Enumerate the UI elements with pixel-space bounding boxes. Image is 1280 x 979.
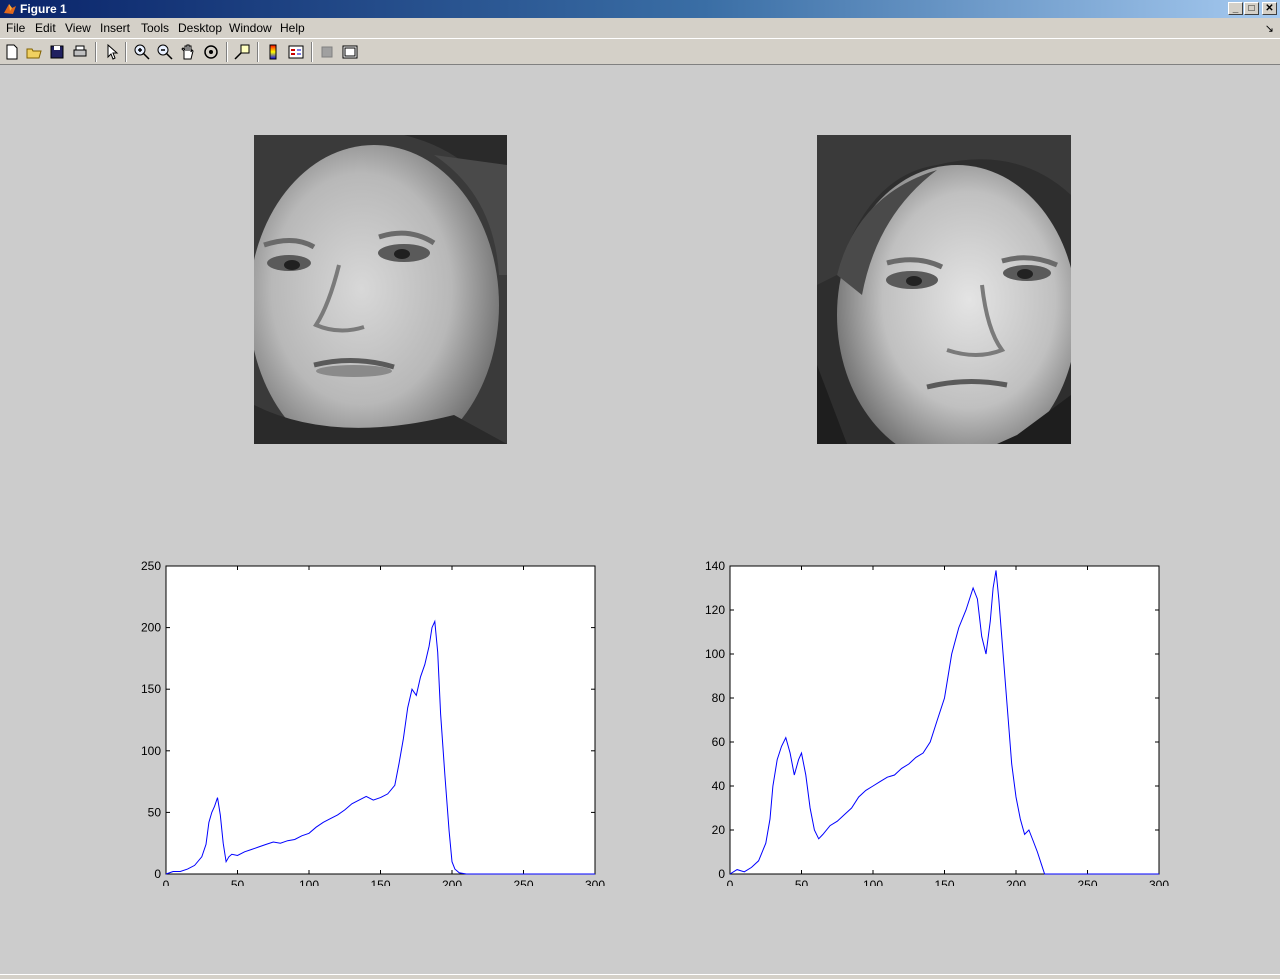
axes-box bbox=[729, 565, 1160, 875]
x-tick-label: 0 bbox=[727, 878, 734, 886]
close-button[interactable]: ✕ bbox=[1262, 2, 1277, 15]
y-tick-label: 40 bbox=[712, 779, 726, 793]
x-tick-label: 250 bbox=[513, 878, 533, 886]
zoom-in-icon[interactable] bbox=[133, 43, 151, 61]
y-tick-label: 120 bbox=[705, 603, 725, 617]
toolbar-separator bbox=[95, 42, 97, 62]
y-tick-label: 80 bbox=[712, 691, 726, 705]
print-figure-icon[interactable] bbox=[71, 43, 89, 61]
y-tick-label: 150 bbox=[141, 682, 161, 696]
y-tick-label: 100 bbox=[141, 744, 161, 758]
save-figure-icon[interactable] bbox=[48, 43, 66, 61]
menu-insert[interactable]: Insert bbox=[100, 21, 131, 35]
toolbar-separator bbox=[226, 42, 228, 62]
x-tick-label: 300 bbox=[1149, 878, 1169, 886]
histogram-line bbox=[729, 570, 1159, 875]
rotate-3d-icon[interactable] bbox=[202, 43, 220, 61]
matlab-logo-icon bbox=[4, 4, 16, 14]
dock-figure-icon[interactable]: ↘ bbox=[1264, 23, 1274, 35]
x-tick-label: 50 bbox=[795, 878, 809, 886]
edit-plot-icon[interactable] bbox=[103, 43, 121, 61]
legend-icon[interactable] bbox=[287, 43, 305, 61]
x-tick-label: 100 bbox=[863, 878, 883, 886]
face-image-1 bbox=[254, 135, 507, 444]
axes-box bbox=[165, 565, 596, 875]
y-tick-label: 0 bbox=[154, 867, 161, 881]
histogram-2: 0 50 100 150 200 250 300 0 20 40 60 80 100 120 140 bbox=[705, 559, 1169, 886]
histogram-1: 0 50 100 150 200 250 300 0 50 100 150 200 250 bbox=[141, 559, 605, 886]
x-tick-label: 200 bbox=[442, 878, 462, 886]
colorbar-icon[interactable] bbox=[264, 43, 282, 61]
x-tick-label: 200 bbox=[1006, 878, 1026, 886]
data-cursor-icon[interactable] bbox=[233, 43, 251, 61]
x-tick-label: 150 bbox=[370, 878, 390, 886]
x-tick-label: 250 bbox=[1077, 878, 1097, 886]
new-figure-icon[interactable] bbox=[3, 43, 21, 61]
x-tick-label: 50 bbox=[231, 878, 245, 886]
menu-edit[interactable]: Edit bbox=[35, 21, 56, 35]
toolbar-separator bbox=[257, 42, 259, 62]
y-tick-label: 200 bbox=[141, 621, 161, 635]
histogram-line bbox=[165, 619, 595, 875]
toolbar-separator bbox=[311, 42, 313, 62]
maximize-button[interactable]: □ bbox=[1244, 2, 1259, 15]
menu-bar: File Edit View Insert Tools Desktop Wind… bbox=[0, 18, 1280, 38]
toolbar-separator bbox=[125, 42, 127, 62]
y-tick-label: 250 bbox=[141, 559, 161, 573]
y-tick-label: 20 bbox=[712, 823, 726, 837]
face-image-2 bbox=[817, 135, 1071, 444]
x-tick-label: 100 bbox=[299, 878, 319, 886]
x-tick-label: 0 bbox=[163, 878, 170, 886]
window-title: Figure 1 bbox=[20, 2, 67, 16]
zoom-out-icon[interactable] bbox=[156, 43, 174, 61]
x-tick-label: 300 bbox=[585, 878, 605, 886]
pan-icon[interactable] bbox=[179, 43, 197, 61]
y-tick-label: 140 bbox=[705, 559, 725, 573]
figure-canvas: 0 50 100 150 200 250 300 0 50 100 150 200 250 0 50 100… bbox=[0, 66, 1280, 974]
menu-desktop[interactable]: Desktop bbox=[178, 21, 223, 35]
figure-toolbar bbox=[0, 38, 1280, 65]
open-file-icon[interactable] bbox=[25, 43, 43, 61]
minimize-button[interactable]: _ bbox=[1228, 2, 1243, 15]
x-tick-label: 150 bbox=[934, 878, 954, 886]
show-plot-tools-icon[interactable] bbox=[341, 43, 359, 61]
y-tick-label: 100 bbox=[705, 647, 725, 661]
y-tick-label: 60 bbox=[712, 735, 726, 749]
menu-file[interactable]: File bbox=[6, 21, 26, 35]
y-tick-label: 50 bbox=[148, 805, 162, 819]
menu-tools[interactable]: Tools bbox=[141, 21, 170, 35]
hide-plot-tools-icon[interactable] bbox=[318, 43, 336, 61]
menu-view[interactable]: View bbox=[65, 21, 91, 35]
title-bar: Figure 1 _ □ ✕ bbox=[0, 0, 1280, 18]
y-tick-label: 0 bbox=[718, 867, 725, 881]
status-bar bbox=[0, 974, 1280, 979]
menu-help[interactable]: Help bbox=[280, 21, 305, 35]
menu-window[interactable]: Window bbox=[229, 21, 272, 35]
